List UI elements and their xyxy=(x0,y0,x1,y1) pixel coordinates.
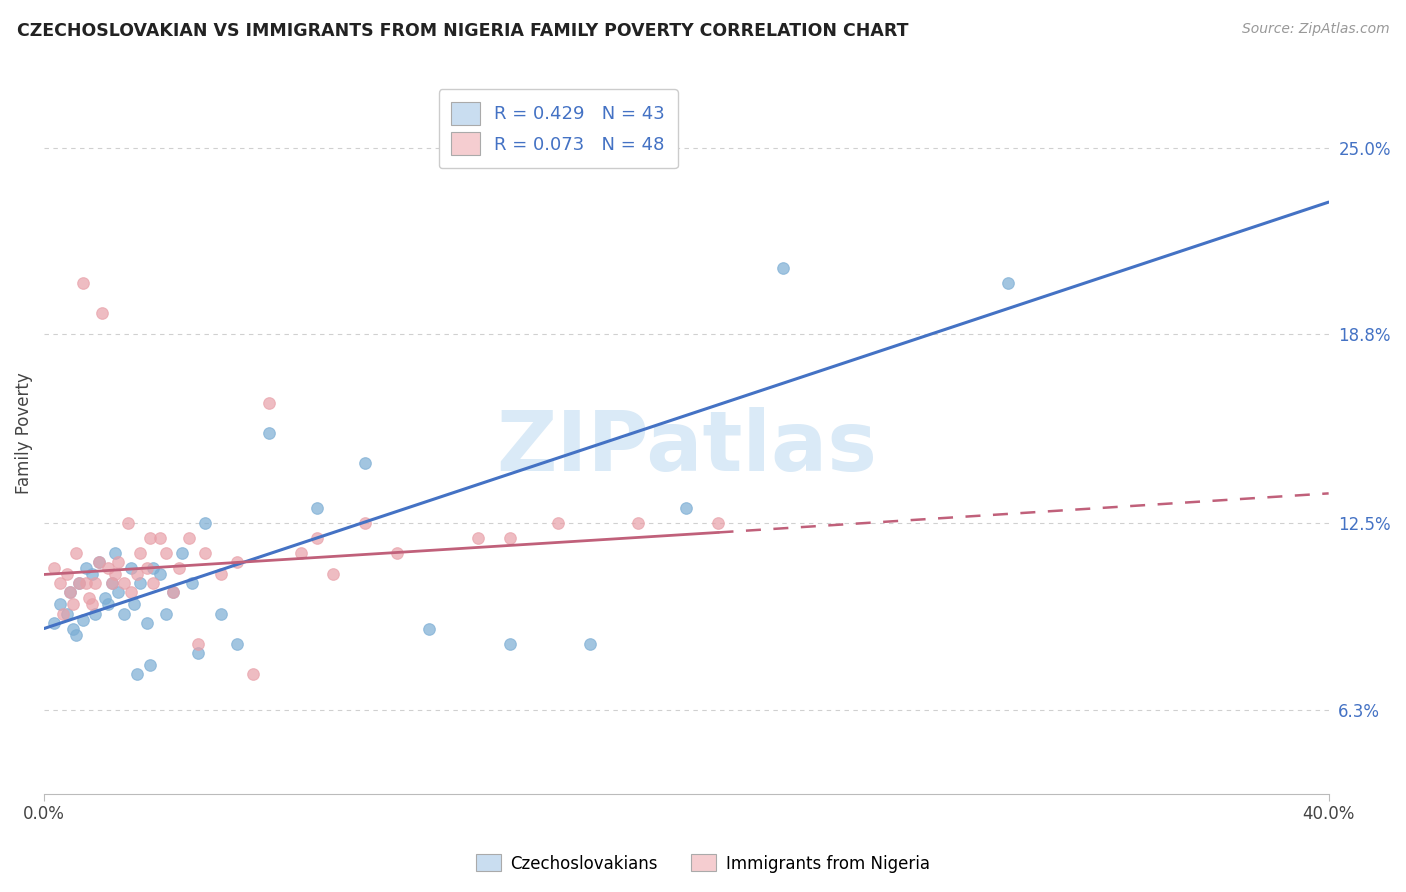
Point xyxy=(97,561,120,575)
Point xyxy=(997,276,1019,290)
Point xyxy=(112,607,135,621)
Point xyxy=(75,561,97,575)
Point xyxy=(67,576,90,591)
Point xyxy=(65,546,87,560)
Point xyxy=(149,567,172,582)
Point xyxy=(155,607,177,621)
Point xyxy=(194,516,217,531)
Point xyxy=(172,546,194,560)
Point xyxy=(55,567,77,582)
Point xyxy=(72,276,94,290)
Point xyxy=(225,556,247,570)
Text: ZIPatlas: ZIPatlas xyxy=(496,408,877,488)
Point xyxy=(112,576,135,591)
Point xyxy=(49,576,72,591)
Point xyxy=(75,576,97,591)
Point xyxy=(42,615,65,630)
Point xyxy=(52,607,75,621)
Point xyxy=(129,576,152,591)
Point xyxy=(82,598,104,612)
Point xyxy=(62,622,84,636)
Point xyxy=(55,607,77,621)
Point xyxy=(139,657,162,672)
Point xyxy=(194,546,217,560)
Point xyxy=(100,576,122,591)
Point xyxy=(107,585,129,599)
Point xyxy=(142,561,165,575)
Point xyxy=(177,532,200,546)
Point xyxy=(499,636,522,650)
Legend: R = 0.429   N = 43, R = 0.073   N = 48: R = 0.429 N = 43, R = 0.073 N = 48 xyxy=(439,89,678,168)
Point xyxy=(209,607,232,621)
Point xyxy=(49,598,72,612)
Point xyxy=(104,567,127,582)
Point xyxy=(122,598,145,612)
Point xyxy=(322,567,344,582)
Point xyxy=(59,585,82,599)
Point xyxy=(62,598,84,612)
Point xyxy=(97,598,120,612)
Point xyxy=(547,516,569,531)
Point xyxy=(354,456,377,470)
Point xyxy=(104,546,127,560)
Point xyxy=(579,636,602,650)
Point xyxy=(707,516,730,531)
Point xyxy=(84,576,107,591)
Point xyxy=(354,516,377,531)
Point xyxy=(42,561,65,575)
Text: Source: ZipAtlas.com: Source: ZipAtlas.com xyxy=(1241,22,1389,37)
Point xyxy=(499,532,522,546)
Legend: Czechoslovakians, Immigrants from Nigeria: Czechoslovakians, Immigrants from Nigeri… xyxy=(470,847,936,880)
Point xyxy=(107,556,129,570)
Point xyxy=(290,546,312,560)
Point xyxy=(257,396,280,410)
Point xyxy=(225,636,247,650)
Point xyxy=(167,561,190,575)
Point xyxy=(127,567,149,582)
Point xyxy=(77,591,100,606)
Point xyxy=(209,567,232,582)
Point xyxy=(67,576,90,591)
Point xyxy=(180,576,202,591)
Point xyxy=(129,546,152,560)
Point xyxy=(149,532,172,546)
Point xyxy=(72,613,94,627)
Point xyxy=(467,532,489,546)
Point xyxy=(307,501,329,516)
Point xyxy=(65,627,87,641)
Point xyxy=(87,556,110,570)
Text: CZECHOSLOVAKIAN VS IMMIGRANTS FROM NIGERIA FAMILY POVERTY CORRELATION CHART: CZECHOSLOVAKIAN VS IMMIGRANTS FROM NIGER… xyxy=(17,22,908,40)
Point xyxy=(307,532,329,546)
Point xyxy=(772,261,794,276)
Point xyxy=(242,666,264,681)
Point xyxy=(100,576,122,591)
Point xyxy=(117,516,139,531)
Point xyxy=(90,306,112,320)
Point xyxy=(187,646,209,660)
Point xyxy=(120,585,142,599)
Point xyxy=(627,516,650,531)
Point xyxy=(257,426,280,441)
Point xyxy=(142,576,165,591)
Point xyxy=(418,622,440,636)
Point xyxy=(87,556,110,570)
Point xyxy=(82,567,104,582)
Point xyxy=(84,607,107,621)
Point xyxy=(120,561,142,575)
Point xyxy=(162,585,184,599)
Point xyxy=(94,591,117,606)
Point xyxy=(135,615,157,630)
Point xyxy=(155,546,177,560)
Point xyxy=(135,561,157,575)
Point xyxy=(162,585,184,599)
Point xyxy=(59,585,82,599)
Point xyxy=(675,501,697,516)
Point xyxy=(139,532,162,546)
Point xyxy=(187,636,209,650)
Point xyxy=(387,546,409,560)
Point xyxy=(127,666,149,681)
Y-axis label: Family Poverty: Family Poverty xyxy=(15,373,32,494)
